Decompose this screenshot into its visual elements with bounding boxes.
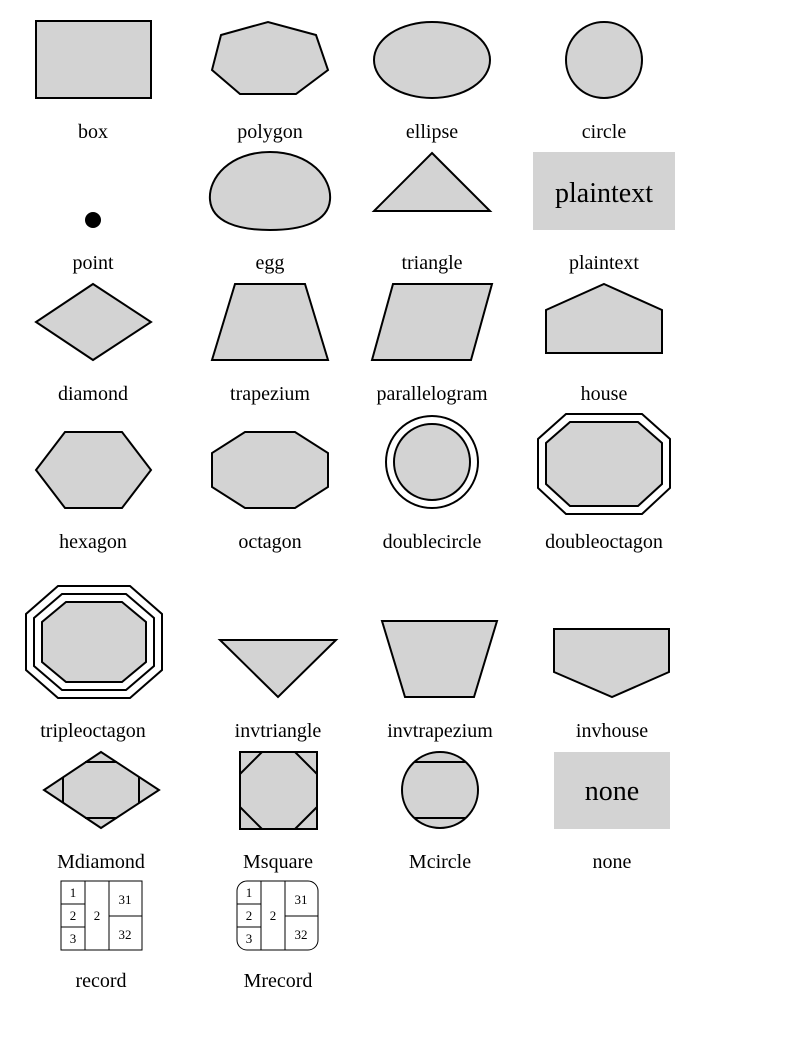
shape-egg: egg	[208, 150, 332, 274]
record-cell: 1	[70, 885, 77, 900]
none-inner-text: none	[585, 776, 639, 807]
shape-parallelogram: parallelogram	[370, 283, 494, 405]
label-invtrapezium: invtrapezium	[387, 720, 493, 742]
label-hexagon: hexagon	[59, 531, 127, 553]
label-point: point	[72, 252, 114, 274]
shape-box: box	[35, 20, 152, 143]
shape-tripleoctagon: tripleoctagon	[25, 585, 163, 742]
label-Mdiamond: Mdiamond	[57, 851, 145, 873]
shape-Mdiamond: Mdiamond	[42, 750, 161, 873]
shape-plaintext: plaintext plaintext	[533, 152, 675, 274]
plaintext-inner-text: plaintext	[555, 178, 653, 209]
label-invtriangle: invtriangle	[235, 720, 322, 742]
label-Msquare: Msquare	[243, 851, 313, 873]
shape-record: 1 2 3 2 31 32 record	[60, 880, 143, 992]
record-cell: 31	[119, 892, 132, 907]
label-circle: circle	[582, 121, 627, 143]
label-ellipse: ellipse	[406, 121, 458, 143]
label-tripleoctagon: tripleoctagon	[40, 720, 146, 742]
shape-invtrapezium: invtrapezium	[380, 620, 499, 742]
label-parallelogram: parallelogram	[376, 383, 487, 405]
shape-Mrecord: 1 2 3 2 31 32 Mrecord	[236, 880, 319, 992]
shape-invtriangle: invtriangle	[217, 639, 339, 742]
shape-house: house	[545, 282, 663, 405]
shape-polygon: polygon	[210, 20, 330, 143]
shape-none: none none	[554, 752, 670, 873]
mrecord-cell: 3	[246, 931, 253, 946]
shape-doublecircle: doublecircle	[383, 415, 482, 553]
shape-diamond: diamond	[34, 282, 153, 405]
label-Mrecord: Mrecord	[244, 970, 313, 992]
record-cell: 2	[70, 908, 77, 923]
mrecord-cell: 2	[270, 908, 277, 923]
mrecord-cell: 2	[246, 908, 253, 923]
shape-trapezium: trapezium	[210, 283, 330, 405]
record-cell: 3	[70, 931, 77, 946]
label-egg: egg	[256, 252, 285, 274]
shape-circle: circle	[565, 21, 643, 143]
label-trapezium: trapezium	[230, 383, 310, 405]
label-doubleoctagon: doubleoctagon	[545, 531, 663, 553]
label-polygon: polygon	[237, 121, 303, 143]
mrecord-cell: 32	[295, 927, 308, 942]
label-diamond: diamond	[58, 383, 128, 405]
mrecord-cell: 1	[246, 885, 253, 900]
shape-ellipse: ellipse	[373, 21, 491, 143]
label-none: none	[593, 851, 632, 873]
shape-doubleoctagon: doubleoctagon	[537, 413, 671, 553]
label-record: record	[75, 970, 126, 992]
label-doublecircle: doublecircle	[383, 531, 482, 553]
label-house: house	[581, 383, 628, 405]
label-box: box	[78, 121, 108, 143]
label-invhouse: invhouse	[576, 720, 648, 742]
record-cell: 2	[94, 908, 101, 923]
shape-hexagon: hexagon	[34, 431, 153, 553]
mrecord-cell: 31	[295, 892, 308, 907]
label-Mcircle: Mcircle	[409, 851, 471, 873]
shape-invhouse: invhouse	[553, 628, 670, 742]
shape-octagon: octagon	[211, 431, 329, 553]
shape-point: point	[72, 212, 114, 274]
label-octagon: octagon	[238, 531, 301, 553]
shape-triangle: triangle	[371, 151, 493, 274]
record-cell: 32	[119, 927, 132, 942]
shape-Msquare: Msquare	[239, 751, 318, 873]
label-plaintext: plaintext	[569, 252, 639, 274]
shape-Mcircle: Mcircle	[401, 751, 479, 873]
label-triangle: triangle	[401, 252, 462, 274]
